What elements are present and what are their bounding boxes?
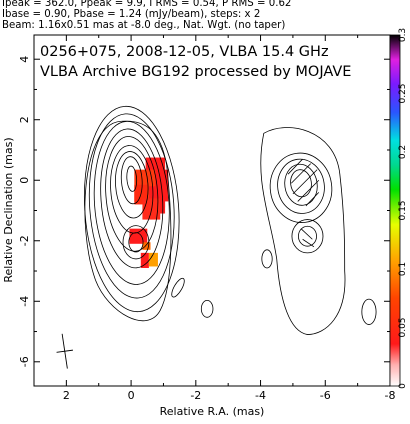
contour-line [261, 249, 273, 269]
contour-line [269, 152, 333, 223]
y-tick-label: -6 [18, 356, 31, 367]
contour-line [100, 128, 164, 269]
evpa-tick [292, 169, 318, 195]
x-axis-label: Relative R.A. (mas) [160, 405, 265, 418]
contour-line [298, 225, 317, 247]
evpa-tick [297, 179, 320, 202]
header-line-3: Beam: 1.16x0.51 mas at -8.0 deg., Nat. W… [2, 20, 286, 31]
evpa-tick [291, 163, 311, 184]
x-tick-label: -8 [385, 389, 396, 402]
contour-line [122, 225, 150, 260]
colorbar-tick-label: 0 [398, 383, 408, 389]
x-tick-label: -2 [190, 389, 201, 402]
evpa-tick [305, 192, 320, 207]
chart-title: 0256+075, 2008-12-05, VLBA 15.4 GHz [40, 44, 329, 60]
contour-line [291, 219, 324, 254]
colorbar-tick-label: 0.2 [398, 145, 408, 159]
contour-line [120, 156, 143, 205]
axis-ticks [33, 35, 391, 386]
colorbar-tick-label: 0.05 [398, 317, 408, 337]
colorbar-tick-label: 0.3 [398, 28, 408, 42]
y-axis-label: Relative Declination (mas) [2, 137, 15, 282]
colorbar-tick-labels: 0 0.05 0.1 0.15 0.2 0.25 0.3 [398, 28, 408, 389]
contour-line [361, 298, 377, 325]
polarization-block [140, 252, 149, 268]
y-tick-label: 0 [18, 177, 31, 184]
chart-subtitle: VLBA Archive BG192 processed by MOJAVE [40, 64, 351, 80]
beam-cross [56, 333, 73, 369]
y-tick-label: -2 [18, 235, 31, 246]
contour-line [171, 277, 185, 298]
axis-tick-labels: 2 0 -2 -4 -6 -8 4 2 0 -2 -4 -6 [18, 56, 395, 402]
colorbar-tick-label: 0.25 [398, 83, 408, 103]
header-line-2: Ibase = 0.90, Pbase = 1.24 (mJy/beam), s… [2, 9, 261, 20]
contour-line [260, 127, 346, 335]
evpa-ticks [287, 158, 320, 248]
x-tick-label: 0 [128, 389, 135, 402]
x-tick-label: 2 [63, 389, 70, 402]
y-tick-label: 4 [18, 56, 31, 63]
evpa-tick [302, 238, 315, 248]
y-tick-label: -4 [18, 296, 31, 307]
header-line-1: Ipeak = 362.0, Ppeak = 9.9, I RMS = 0.54… [2, 0, 292, 9]
contour-line [105, 136, 159, 252]
x-tick-label: -6 [320, 389, 331, 402]
evpa-tick [300, 228, 313, 240]
contour-line [84, 120, 172, 322]
y-tick-label: 2 [18, 116, 31, 123]
x-tick-label: -4 [255, 389, 266, 402]
colorbar-tick-label: 0.1 [398, 262, 408, 276]
contour-line [126, 165, 138, 192]
polarization-block [129, 228, 148, 244]
polarization-block [148, 252, 158, 267]
plot-frame [33, 34, 391, 387]
intensity-contours [83, 105, 377, 335]
contour-line [88, 113, 175, 299]
contour-line [290, 169, 312, 198]
contour-line [115, 151, 149, 219]
colorbar-tick-label: 0.15 [398, 200, 408, 220]
colorbar [389, 34, 401, 387]
polarization-block [142, 242, 151, 250]
beam-minor-axis [56, 349, 73, 353]
contour-line [277, 158, 325, 214]
contour-line [200, 299, 214, 318]
contour-line [128, 232, 144, 253]
evpa-tick [287, 158, 303, 175]
